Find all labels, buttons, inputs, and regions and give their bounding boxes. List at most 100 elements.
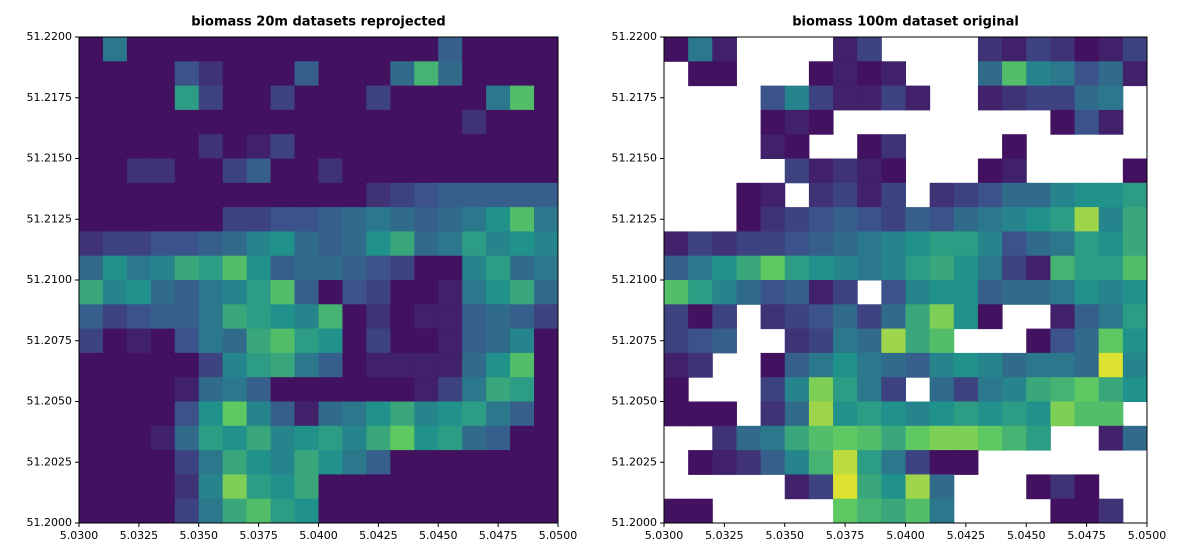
cell (79, 353, 103, 378)
cell (462, 353, 486, 378)
cell (1099, 304, 1124, 329)
cell (414, 183, 438, 208)
cell (319, 207, 343, 232)
cell (199, 329, 223, 354)
cell (1075, 256, 1100, 281)
cell (1050, 499, 1075, 524)
cell (785, 207, 810, 232)
cell (954, 304, 979, 329)
cell (785, 402, 810, 427)
cell (175, 304, 199, 329)
cell (271, 329, 295, 354)
cell (486, 37, 510, 62)
cell (1050, 304, 1075, 329)
cell (295, 207, 319, 232)
cell (1123, 231, 1148, 256)
cell (295, 134, 319, 159)
cell (295, 159, 319, 184)
cell (906, 329, 931, 354)
cell (223, 207, 247, 232)
cell (881, 426, 906, 451)
cell (486, 426, 510, 451)
cell (342, 134, 366, 159)
cell (127, 183, 151, 208)
cell (906, 207, 931, 232)
cell (247, 183, 271, 208)
cell (534, 231, 558, 256)
cell (833, 304, 858, 329)
cell (414, 37, 438, 62)
cell (1075, 304, 1100, 329)
cell (462, 134, 486, 159)
cell (510, 377, 534, 402)
cell (438, 207, 462, 232)
cell (1026, 329, 1051, 354)
cell (438, 304, 462, 329)
cell (462, 377, 486, 402)
cell (1123, 329, 1148, 354)
cell (930, 353, 955, 378)
cell (271, 426, 295, 451)
cell (785, 159, 810, 184)
cell (199, 474, 223, 499)
cell (1002, 231, 1027, 256)
cell (1026, 61, 1051, 86)
cell (809, 402, 834, 427)
cell (857, 329, 882, 354)
cell (295, 256, 319, 281)
cell (175, 37, 199, 62)
x-tick-label: 5.0425 (359, 529, 398, 542)
cell (366, 304, 390, 329)
cell (199, 304, 223, 329)
cell (930, 329, 955, 354)
cell (366, 61, 390, 86)
cell (295, 231, 319, 256)
cell (462, 280, 486, 305)
x-tick-label: 5.0325 (705, 529, 744, 542)
cell (1002, 134, 1027, 159)
cell (151, 402, 175, 427)
cell (510, 61, 534, 86)
cell (342, 37, 366, 62)
cell (1002, 256, 1027, 281)
cell (954, 377, 979, 402)
cell (366, 110, 390, 135)
cell (785, 474, 810, 499)
x-tick-label: 5.0300 (60, 529, 99, 542)
cell (151, 231, 175, 256)
cell (510, 134, 534, 159)
cell (534, 402, 558, 427)
cell (271, 134, 295, 159)
cell (319, 110, 343, 135)
cell (342, 474, 366, 499)
cell (486, 280, 510, 305)
cell (366, 256, 390, 281)
cell (438, 377, 462, 402)
cell (438, 256, 462, 281)
cell (127, 499, 151, 524)
cell (366, 159, 390, 184)
cell (688, 450, 713, 475)
cell (175, 61, 199, 86)
cell (414, 329, 438, 354)
cell (906, 474, 931, 499)
cell (414, 280, 438, 305)
cell (688, 61, 713, 86)
cell (1099, 426, 1124, 451)
cell (127, 207, 151, 232)
cell (833, 402, 858, 427)
cell (175, 402, 199, 427)
cell (79, 256, 103, 281)
cell (103, 377, 127, 402)
cell (127, 159, 151, 184)
cell (688, 499, 713, 524)
cell (978, 159, 1003, 184)
cell (510, 499, 534, 524)
cell (390, 86, 414, 111)
cell (295, 377, 319, 402)
cell (881, 207, 906, 232)
cell (809, 86, 834, 111)
cell (510, 231, 534, 256)
cell (534, 377, 558, 402)
cell (833, 450, 858, 475)
